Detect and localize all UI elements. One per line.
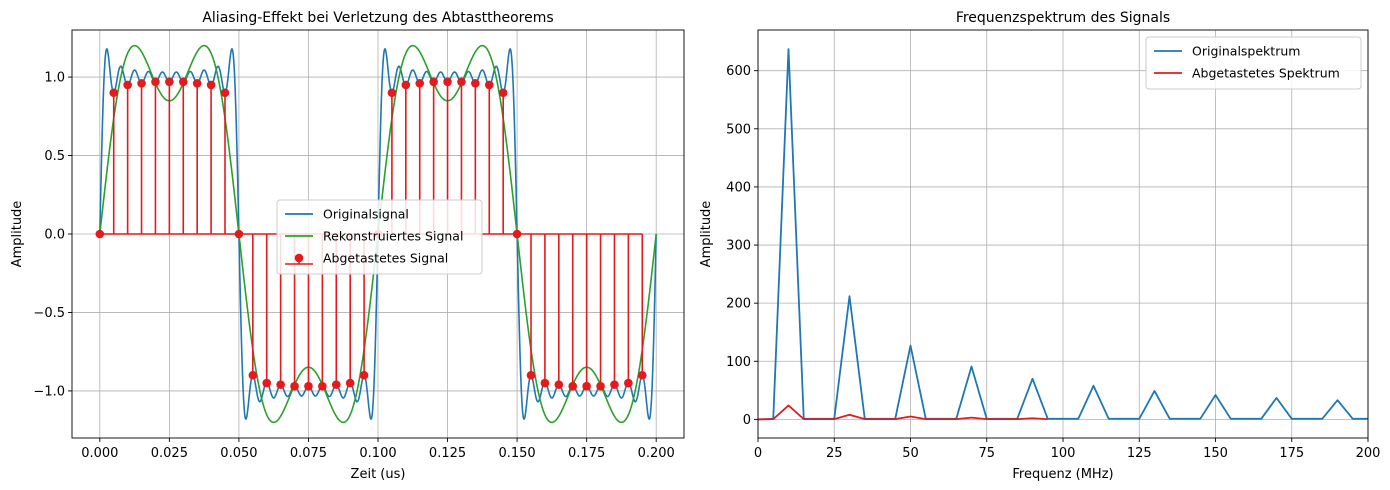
x-tick-label: 25	[826, 446, 843, 461]
sample-point	[304, 381, 313, 391]
sample-point	[206, 80, 216, 90]
y-tick-label: 100	[726, 355, 751, 370]
legend: Originalsignal Rekonstruiertes Signal Abge…	[276, 199, 483, 275]
legend-box	[276, 199, 483, 275]
sample-point	[248, 370, 258, 380]
sample-point	[568, 381, 578, 391]
x-tick-label: 0.025	[151, 446, 188, 461]
y-tick-label: 1.0	[44, 71, 65, 86]
x-tick-label: 0.100	[359, 446, 396, 461]
x-tick-label: 50	[902, 446, 919, 461]
sample-point	[415, 79, 425, 88]
y-tick-label: 500	[726, 122, 751, 137]
sample-point	[151, 77, 160, 87]
legend-label: Originalspektrum	[1192, 44, 1300, 59]
frequency-spectrum-chart: Frequenzspektrum des Signals 0 25 50 75 100 1…	[699, 10, 1380, 482]
sample-point	[443, 77, 452, 87]
plot-area	[758, 48, 1368, 421]
legend-label: Rekonstruiertes Signal	[323, 229, 463, 244]
sample-point	[123, 80, 132, 90]
sample-point	[262, 378, 272, 388]
x-tick-label: 0	[754, 446, 762, 461]
y-axis: 0 100 200 300 400 500 600	[726, 64, 758, 428]
y-tick-label: 600	[726, 64, 751, 79]
x-tick-label: 175	[1279, 446, 1304, 461]
sample-point	[610, 380, 619, 389]
x-tick-label: 0.000	[81, 446, 118, 461]
sample-point	[192, 79, 202, 88]
sample-point	[276, 380, 285, 389]
sample-point	[526, 370, 536, 380]
y-axis: −1.0 −0.5 0.0 0.5 1.0	[33, 71, 72, 399]
y-tick-label: −1.0	[33, 384, 65, 399]
x-tick-label: 0.150	[498, 446, 535, 461]
y-tick-label: 400	[726, 180, 751, 195]
sample-point	[165, 77, 174, 87]
sample-point	[345, 378, 355, 388]
sample-point	[359, 370, 369, 380]
sample-point	[137, 79, 146, 88]
sample-point	[401, 80, 411, 90]
x-tick-label: 125	[1127, 446, 1152, 461]
x-axis-label: Zeit (us)	[351, 467, 406, 482]
y-tick-label: 0	[743, 413, 751, 428]
sample-point	[540, 378, 550, 388]
legend-box	[1145, 36, 1362, 90]
sample-point	[234, 229, 244, 239]
series-line	[758, 48, 1368, 421]
x-axis: 0 25 50 75 100 125 150 175 200	[754, 438, 1381, 461]
x-tick-label: 100	[1051, 446, 1076, 461]
sample-point	[457, 77, 466, 87]
sample-point	[290, 381, 299, 391]
sample-point	[582, 381, 591, 391]
grid	[757, 30, 1369, 438]
sample-point	[387, 88, 397, 98]
legend-swatch	[294, 253, 304, 263]
sample-point	[429, 77, 438, 87]
legend-label: Abgetastetes Spektrum	[1192, 66, 1340, 81]
y-tick-label: −0.5	[33, 306, 65, 321]
sample-point	[109, 88, 119, 98]
sample-point	[220, 88, 230, 98]
y-axis-label: Amplitude	[699, 201, 714, 268]
x-tick-label: 200	[1356, 446, 1381, 461]
x-tick-label: 0.075	[290, 446, 327, 461]
sample-point	[318, 381, 327, 391]
time-domain-chart: Aliasing-Effekt bei Verletzung des Abtas…	[10, 10, 685, 482]
x-tick-label: 0.050	[220, 446, 257, 461]
chart-title: Aliasing-Effekt bei Verletzung des Abtas…	[202, 10, 553, 26]
x-tick-label: 0.125	[429, 446, 466, 461]
sample-point	[596, 381, 605, 391]
x-tick-label: 0.200	[638, 446, 675, 461]
series-line	[758, 404, 1048, 421]
sample-point	[471, 79, 480, 88]
legend: Originalspektrum Abgetastetes Spektrum	[1145, 36, 1362, 90]
legend-label: Originalsignal	[323, 207, 409, 222]
chart-title: Frequenzspektrum des Signals	[956, 10, 1170, 26]
x-axis-label: Frequenz (MHz)	[1012, 467, 1113, 482]
x-axis: 0.000 0.025 0.050 0.075 0.100 0.125 0.150 0.175…	[81, 438, 675, 461]
y-tick-label: 200	[726, 297, 751, 312]
x-tick-label: 150	[1203, 446, 1228, 461]
sample-point	[512, 229, 522, 239]
sample-point	[624, 378, 633, 388]
sample-point	[95, 229, 105, 239]
sample-point	[554, 380, 564, 389]
sample-point	[498, 88, 508, 98]
sample-point	[331, 380, 341, 389]
sample-point	[484, 80, 494, 90]
y-tick-label: 0.0	[44, 228, 65, 243]
y-tick-label: 300	[726, 239, 751, 254]
sample-point	[178, 77, 188, 87]
x-tick-label: 0.175	[568, 446, 605, 461]
sample-point	[637, 370, 647, 380]
y-axis-label: Amplitude	[10, 201, 25, 268]
x-tick-label: 75	[978, 446, 995, 461]
legend-label: Abgetastetes Signal	[323, 251, 448, 266]
y-tick-label: 0.5	[44, 149, 65, 164]
